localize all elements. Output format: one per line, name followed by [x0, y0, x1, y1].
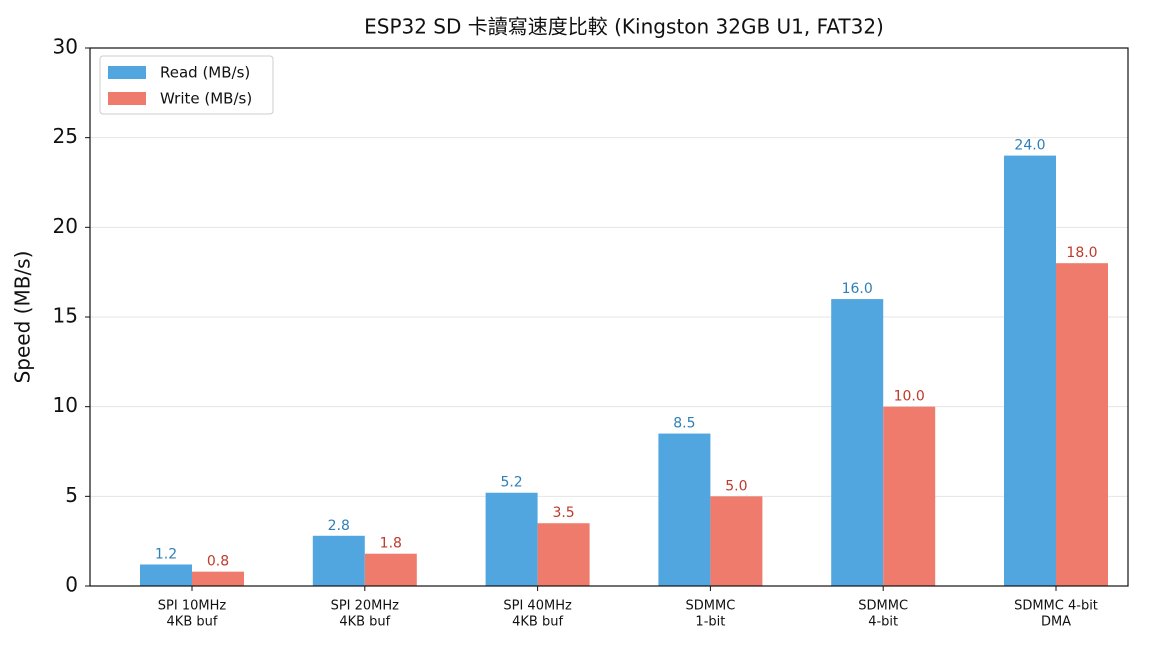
- x-tick-label: DMA: [1041, 615, 1071, 630]
- x-tick-label: 4KB buf: [167, 615, 218, 630]
- bar: [1004, 155, 1056, 586]
- value-label: 2.8: [328, 518, 350, 534]
- bar: [537, 523, 590, 586]
- x-tick-label: SPI 10MHz: [158, 599, 227, 614]
- value-label: 3.5: [552, 505, 574, 521]
- plot-frame: [89, 47, 1129, 587]
- bar: [658, 433, 711, 586]
- y-axis-label: Speed (MB/s): [11, 251, 35, 384]
- x-tick-label: SDMMC 4-bit: [1014, 599, 1098, 614]
- legend-label: Write (MB/s): [160, 90, 252, 108]
- x-tick-label: SPI 40MHz: [503, 599, 572, 614]
- bar: [883, 406, 936, 586]
- bar: [364, 553, 417, 586]
- x-tick-label: SDMMC: [686, 599, 736, 614]
- value-label: 10.0: [894, 389, 925, 405]
- chart-title: ESP32 SD 卡讀寫速度比較 (Kingston 32GB U1, FAT3…: [364, 15, 884, 39]
- y-tick-label: 15: [53, 304, 78, 328]
- bar: [831, 299, 884, 586]
- legend: Read (MB/s) Write (MB/s): [99, 55, 274, 115]
- legend-swatch: [108, 92, 146, 105]
- x-tick-label: 1-bit: [695, 615, 725, 630]
- y-tick-label: 20: [53, 214, 78, 238]
- value-label: 24.0: [1014, 138, 1045, 154]
- x-tick-label: SPI 20MHz: [331, 599, 400, 614]
- y-tick-label: 5: [65, 483, 78, 507]
- y-tick-label: 25: [53, 124, 78, 148]
- value-label: 8.5: [673, 416, 695, 432]
- x-tick-label: SDMMC: [858, 599, 908, 614]
- bar: [710, 496, 763, 586]
- x-tick-label: 4KB buf: [339, 615, 390, 630]
- y-tick-label: 30: [53, 35, 78, 59]
- legend-label: Read (MB/s): [160, 64, 250, 82]
- value-label: 1.2: [155, 546, 177, 562]
- x-tick-label: 4-bit: [868, 615, 898, 630]
- value-label: 1.8: [380, 536, 402, 552]
- bar: [312, 535, 365, 586]
- value-label: 16.0: [842, 281, 873, 297]
- value-label: 0.8: [207, 554, 229, 570]
- bar: [485, 492, 538, 586]
- value-label: 5.2: [500, 475, 522, 491]
- y-tick-label: 0: [65, 573, 78, 597]
- value-label: 5.0: [725, 478, 747, 494]
- bar: [140, 564, 192, 586]
- y-tick-label: 10: [53, 393, 78, 417]
- x-tick-label: 4KB buf: [512, 615, 563, 630]
- bar: [1056, 263, 1108, 586]
- value-label: 18.0: [1066, 245, 1097, 261]
- bar: [192, 571, 244, 586]
- legend-swatch: [108, 66, 146, 79]
